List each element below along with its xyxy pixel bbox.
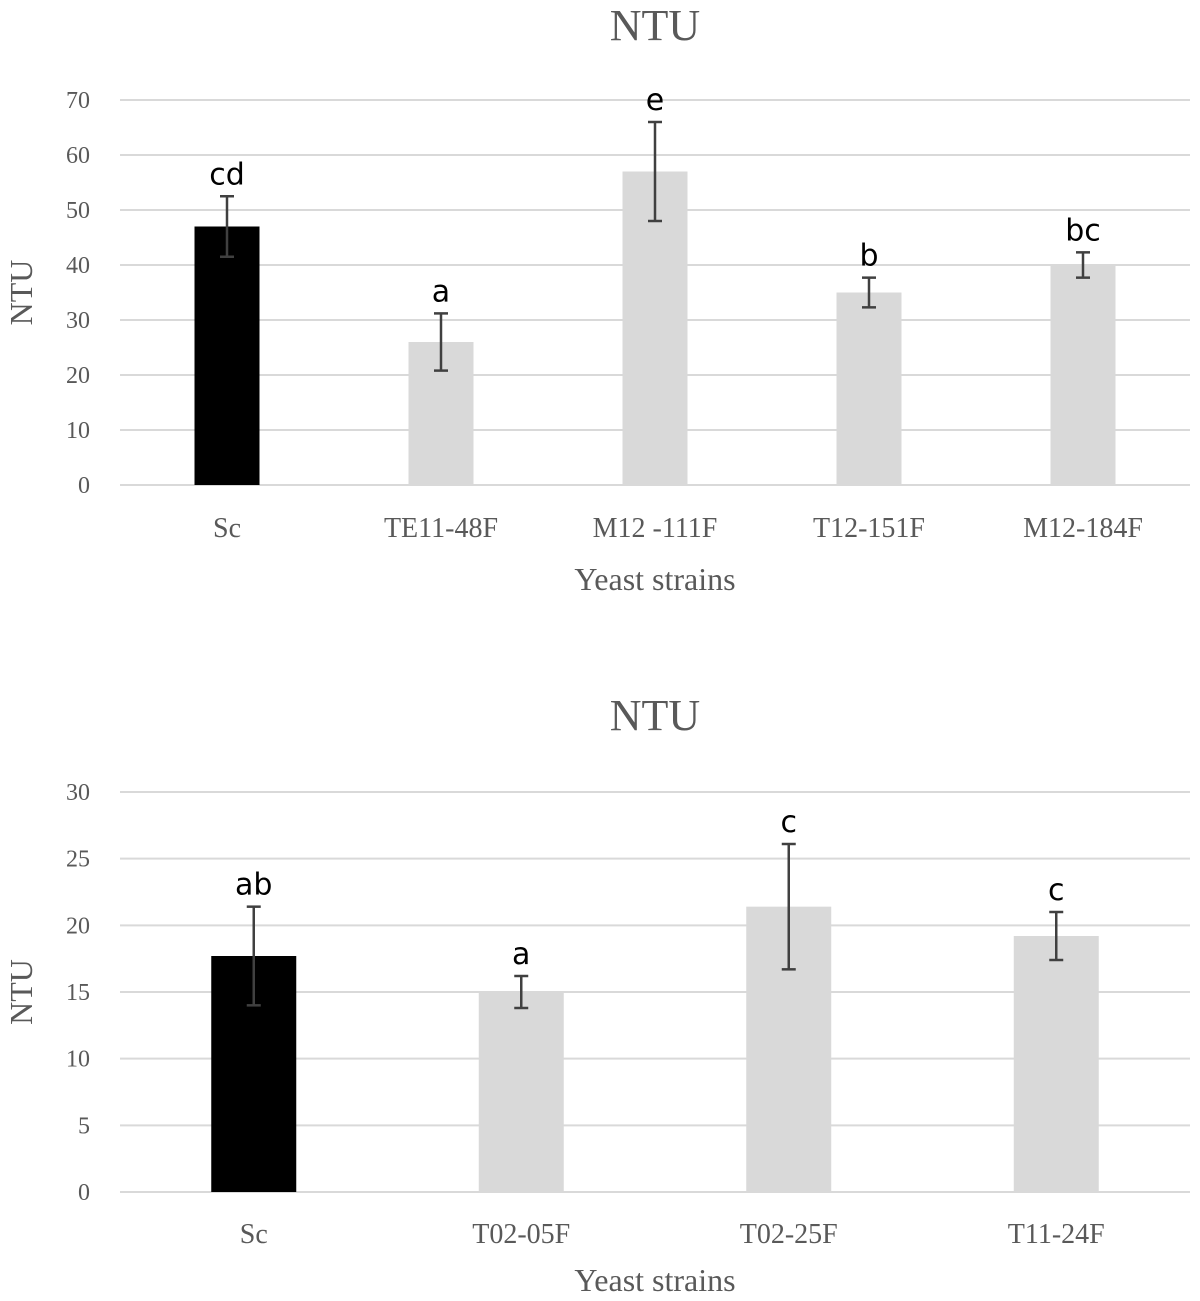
x-tick-label: M12 -111F	[593, 513, 718, 544]
x-tick-label: TE11-48F	[384, 513, 498, 544]
significance-label: a	[512, 937, 530, 972]
bar	[622, 171, 688, 485]
x-tick-label: Sc	[240, 1219, 268, 1250]
x-tick-label: Sc	[213, 513, 241, 544]
chart-top: NTU 0 10 20 30 40 50 60 70 cd Sc a TE11-48F e M12 -111…	[3, 1, 1190, 597]
significance-label: bc	[1065, 213, 1101, 248]
y-tick-label: 25	[66, 847, 90, 873]
y-tick-label: 20	[66, 363, 90, 389]
bar	[1013, 936, 1099, 1192]
significance-label: c	[781, 805, 798, 840]
chart-title: NTU	[610, 691, 700, 740]
x-tick-label: T12-151F	[813, 513, 925, 544]
x-axis-title: Yeast strains	[574, 1262, 735, 1298]
y-tick-label: 30	[66, 780, 90, 806]
x-tick-label: T02-25F	[740, 1219, 838, 1250]
chart-title: NTU	[610, 1, 700, 50]
bar	[194, 226, 260, 485]
y-axis-title: NTU	[3, 959, 39, 1025]
bar	[836, 292, 902, 485]
x-axis-title: Yeast strains	[574, 561, 735, 597]
significance-label: e	[646, 83, 664, 118]
significance-label: c	[1048, 873, 1065, 908]
x-tick-label: T02-05F	[472, 1219, 570, 1250]
bar	[1050, 265, 1116, 485]
y-tick-label: 0	[78, 473, 90, 499]
significance-label: b	[859, 239, 878, 274]
y-tick-label: 20	[66, 913, 90, 939]
x-tick-label: T11-24F	[1008, 1219, 1105, 1250]
bar	[478, 992, 564, 1192]
x-tick-label: M12-184F	[1023, 513, 1143, 544]
y-tick-label: 15	[66, 980, 90, 1006]
y-tick-label: 5	[78, 1113, 90, 1139]
y-tick-label: 50	[66, 198, 90, 224]
y-axis-title: NTU	[3, 260, 39, 326]
y-tick-label: 30	[66, 308, 90, 334]
y-tick-label: 40	[66, 253, 90, 279]
significance-label: a	[432, 274, 450, 309]
y-tick-label: 60	[66, 143, 90, 169]
y-tick-label: 0	[78, 1180, 90, 1206]
significance-label: ab	[235, 868, 272, 903]
y-tick-label: 10	[66, 418, 90, 444]
chart-bottom: NTU 0 5 10 15 20 25 30 ab Sc a T02-05F c T02-25F c T11-…	[3, 691, 1190, 1298]
y-tick-label: 70	[66, 88, 90, 114]
y-tick-label: 10	[66, 1047, 90, 1073]
significance-label: cd	[209, 157, 245, 192]
